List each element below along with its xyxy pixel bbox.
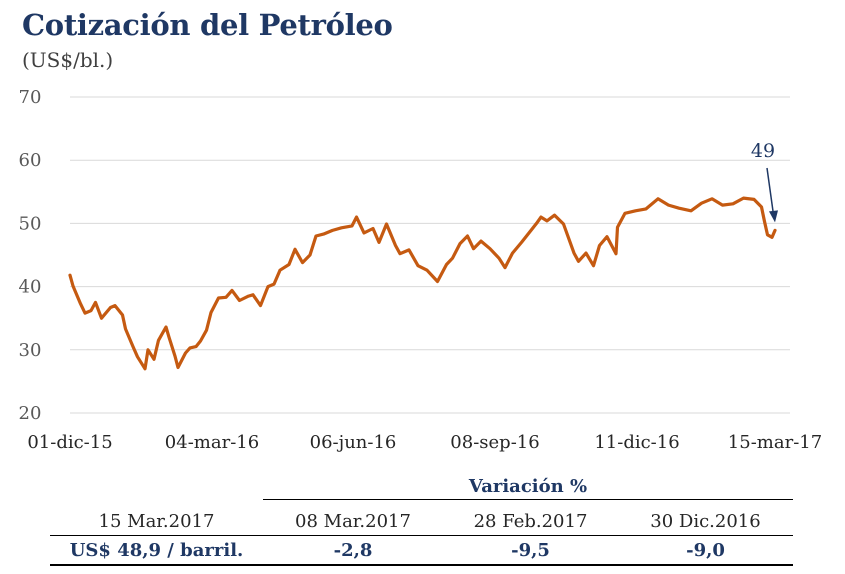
variation-month-value: -9,5 — [511, 540, 550, 561]
y-tick-label: 50 — [19, 213, 42, 234]
col-date-year: 30 Dic.2016 — [650, 511, 761, 532]
x-axis: 01-dic-15 04-mar-16 06-jun-16 08-sep-16 11-d… — [27, 432, 822, 453]
x-tick-label: 15-mar-17 — [728, 432, 822, 453]
x-tick-label: 06-jun-16 — [310, 432, 397, 453]
current-price-value: US$ 48,9 / barril. — [69, 540, 244, 561]
price-series — [68, 196, 777, 371]
y-axis: 70 60 50 40 30 20 — [19, 87, 42, 424]
chart-title: Cotización del Petróleo — [22, 8, 393, 42]
y-tick-label: 70 — [19, 87, 42, 108]
y-tick-label: 60 — [19, 150, 42, 171]
x-tick-label: 08-sep-16 — [450, 432, 539, 453]
price-line — [68, 196, 777, 371]
last-value-annotation: 49 — [751, 140, 778, 223]
chart-grid — [70, 96, 790, 351]
annotation-arrow — [766, 167, 775, 219]
col-date-month: 28 Feb.2017 — [473, 511, 588, 532]
variation-year-value: -9,0 — [686, 540, 725, 561]
col-date-week: 08 Mar.2017 — [295, 511, 411, 532]
col-date-current: 15 Mar.2017 — [98, 511, 215, 532]
table-bottom-rule — [50, 564, 793, 566]
variation-header: Variación % — [468, 476, 588, 497]
annotation-label: 49 — [751, 140, 775, 162]
table-mid-rule — [50, 535, 793, 536]
x-tick-label: 01-dic-15 — [27, 432, 112, 453]
table-header-rule — [263, 499, 793, 500]
variation-week-value: -2,8 — [333, 540, 373, 561]
x-tick-label: 11-dic-16 — [594, 432, 679, 453]
y-tick-label: 30 — [19, 340, 42, 361]
oil-price-chart: 70 60 50 40 30 20 01-dic-15 04-mar-16 06-jun-16… — [19, 87, 823, 453]
y-tick-label: 20 — [19, 403, 42, 424]
x-tick-label: 04-mar-16 — [165, 432, 259, 453]
y-tick-label: 40 — [19, 277, 42, 298]
chart-subtitle: (US$/bl.) — [22, 48, 114, 72]
annotation-arrowhead — [769, 210, 778, 223]
